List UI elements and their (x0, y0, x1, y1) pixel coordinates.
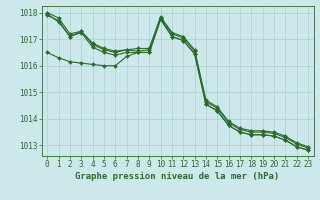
X-axis label: Graphe pression niveau de la mer (hPa): Graphe pression niveau de la mer (hPa) (76, 172, 280, 181)
